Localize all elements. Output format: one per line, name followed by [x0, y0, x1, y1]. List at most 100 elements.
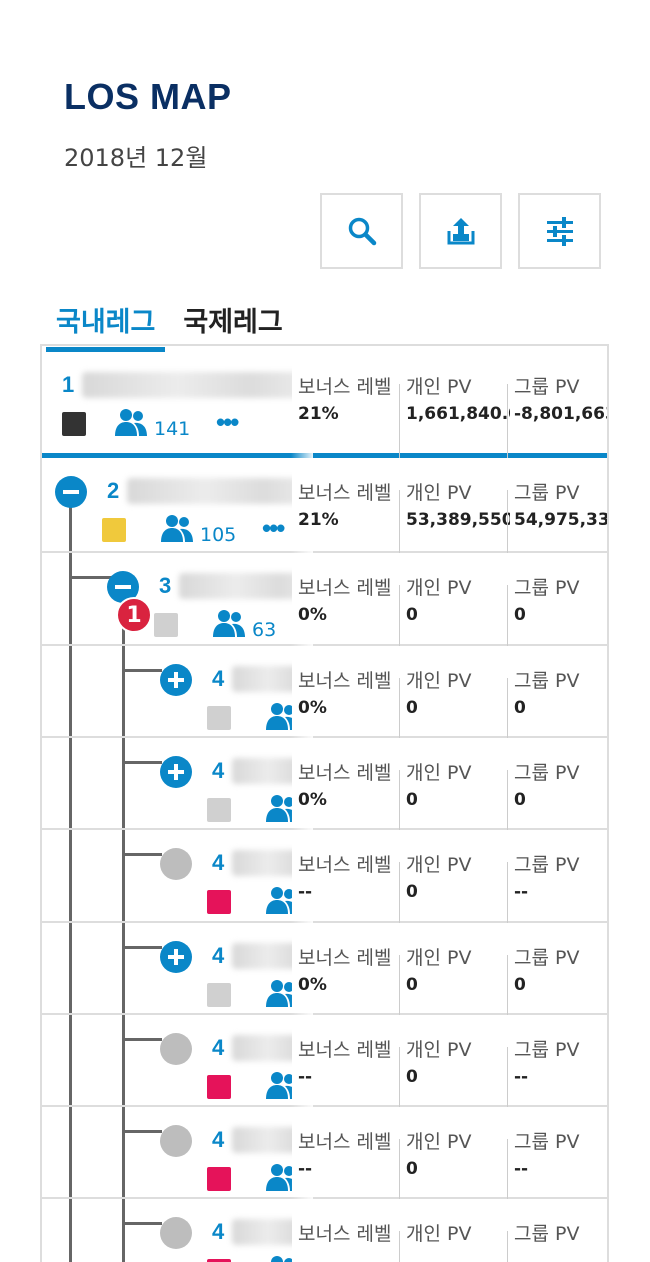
row-data-columns: 보너스 레벨 0% 개인 PV 0 그룹 PV 0 [292, 646, 607, 738]
group-pv-value: -- [514, 1159, 529, 1179]
row-data-columns: 보너스 레벨 -- 개인 PV 0 그룹 PV -- [292, 830, 607, 923]
people-icon [160, 514, 194, 548]
minus-icon [63, 490, 79, 494]
tree-row[interactable]: 4 보너스 레벨 개인 PV 그룹 PV [42, 1199, 607, 1262]
column-separator [507, 678, 508, 738]
expand-button[interactable] [160, 756, 192, 788]
row-data-columns: 보너스 레벨 -- 개인 PV 0 그룹 PV -- [292, 1015, 607, 1107]
tree-connector-line [122, 1130, 162, 1133]
personal-pv-label: 개인 PV [406, 854, 472, 876]
rank-color-square [207, 1167, 231, 1191]
bonus-level-value: -- [298, 1067, 313, 1087]
group-pv-value: 54,975,330 [514, 510, 609, 530]
row-data-columns: 보너스 레벨 0% 개인 PV 0 그룹 PV 0 [292, 923, 607, 1015]
rank-color-square [207, 983, 231, 1007]
search-button[interactable] [320, 193, 403, 269]
column-separator [399, 1231, 400, 1262]
column-separator [507, 955, 508, 1015]
group-pv-value: 0 [514, 698, 526, 718]
group-pv-value: 0 [514, 790, 526, 810]
level-number: 4 [212, 1127, 225, 1152]
column-separator [399, 384, 400, 458]
bonus-level-label: 보너스 레벨 [298, 376, 392, 398]
personal-pv-value: 0 [406, 790, 418, 810]
personal-pv-value: 0 [406, 605, 418, 625]
group-pv-label: 그룹 PV [514, 947, 580, 969]
bonus-level-value: -- [298, 1159, 313, 1179]
tree-connector-line [69, 576, 124, 579]
group-pv-label: 그룹 PV [514, 376, 580, 398]
personal-pv-value: 53,389,550 [406, 510, 510, 530]
collapse-button[interactable] [55, 476, 87, 508]
tree-row[interactable]: 4 보너스 레벨 0% 개인 PV 0 그룹 PV 0 [42, 738, 607, 830]
more-options-button[interactable]: ••• [262, 513, 285, 543]
leaf-node [160, 1217, 192, 1249]
personal-pv-value: 1,661,840.0 [406, 404, 510, 424]
tree-row[interactable]: 1 141 ••• 보너스 레벨 21% 개인 PV 1,661,840.0 그룹 PV -8,… [42, 346, 607, 458]
personal-pv-label: 개인 PV [406, 1131, 472, 1153]
leg-tabs: 국내레그 국제레그 [46, 300, 283, 352]
bonus-level-value: 21% [298, 510, 339, 530]
expand-button[interactable] [160, 664, 192, 696]
rank-color-square [207, 798, 231, 822]
tab-international-leg[interactable]: 국제레그 [183, 307, 283, 338]
level-number: 2 [107, 478, 120, 503]
group-pv-label: 그룹 PV [514, 482, 580, 504]
column-separator [507, 1047, 508, 1107]
group-pv-value: 0 [514, 975, 526, 995]
tree-row[interactable]: 4 보너스 레벨 -- 개인 PV 0 그룹 PV -- [42, 1107, 607, 1199]
expand-button[interactable] [160, 941, 192, 973]
tree-row[interactable]: 4 보너스 레벨 0% 개인 PV 0 그룹 PV 0 [42, 923, 607, 1015]
search-icon [348, 217, 376, 246]
personal-pv-label: 개인 PV [406, 1223, 472, 1245]
tree-row[interactable]: 4 보너스 레벨 -- 개인 PV 0 그룹 PV -- [42, 830, 607, 923]
group-pv-value: -- [514, 882, 529, 902]
personal-pv-label: 개인 PV [406, 1039, 472, 1061]
column-separator [399, 490, 400, 553]
personal-pv-label: 개인 PV [406, 577, 472, 599]
column-separator [507, 384, 508, 458]
leaf-node [160, 1125, 192, 1157]
rank-color-square [62, 412, 86, 436]
tab-domestic-leg[interactable]: 국내레그 [46, 300, 166, 352]
level-number: 3 [159, 573, 172, 598]
personal-pv-label: 개인 PV [406, 670, 472, 692]
bonus-level-value: -- [298, 882, 313, 902]
column-separator [507, 1231, 508, 1262]
tree-row[interactable]: 4 보너스 레벨 0% 개인 PV 0 그룹 PV 0 [42, 646, 607, 738]
tree-connector-line [122, 853, 162, 856]
group-pv-label: 그룹 PV [514, 762, 580, 784]
downline-count: 63 [252, 619, 277, 641]
filter-sliders-icon [546, 217, 573, 246]
bonus-level-label: 보너스 레벨 [298, 947, 392, 969]
column-separator [399, 678, 400, 738]
los-tree: 1 141 ••• 보너스 레벨 21% 개인 PV 1,661,840.0 그룹 PV -8,… [40, 344, 609, 1262]
people-icon [114, 408, 148, 442]
rank-color-square [154, 613, 178, 637]
group-pv-label: 그룹 PV [514, 854, 580, 876]
bonus-level-value: 0% [298, 975, 327, 995]
row-data-columns: 보너스 레벨 -- 개인 PV 0 그룹 PV -- [292, 1107, 607, 1199]
level-number: 1 [62, 372, 75, 397]
row-data-columns: 보너스 레벨 개인 PV 그룹 PV [292, 1199, 607, 1262]
collapse-button[interactable] [107, 571, 139, 603]
share-button[interactable] [419, 193, 502, 269]
column-separator [507, 862, 508, 923]
downline-count: 141 [154, 418, 191, 440]
tree-row[interactable]: 4 보너스 레벨 -- 개인 PV 0 그룹 PV -- [42, 1015, 607, 1107]
bonus-level-label: 보너스 레벨 [298, 577, 392, 599]
rank-color-square [207, 890, 231, 914]
rank-color-square [207, 706, 231, 730]
more-options-button[interactable]: ••• [216, 407, 239, 437]
tree-connector-line [122, 1222, 162, 1225]
personal-pv-label: 개인 PV [406, 762, 472, 784]
level-number: 4 [212, 666, 225, 691]
personal-pv-label: 개인 PV [406, 947, 472, 969]
plus-icon [168, 949, 184, 965]
column-separator [399, 770, 400, 830]
filter-button[interactable] [518, 193, 601, 269]
bonus-level-value: 0% [298, 605, 327, 625]
tree-row[interactable]: 2 105 ••• 보너스 레벨 21% 개인 PV 53,389,550 그룹 PV 54,9… [42, 458, 609, 553]
row-data-columns: 보너스 레벨 21% 개인 PV 1,661,840.0 그룹 PV -8,801,663 [292, 346, 607, 458]
column-separator [507, 490, 508, 553]
